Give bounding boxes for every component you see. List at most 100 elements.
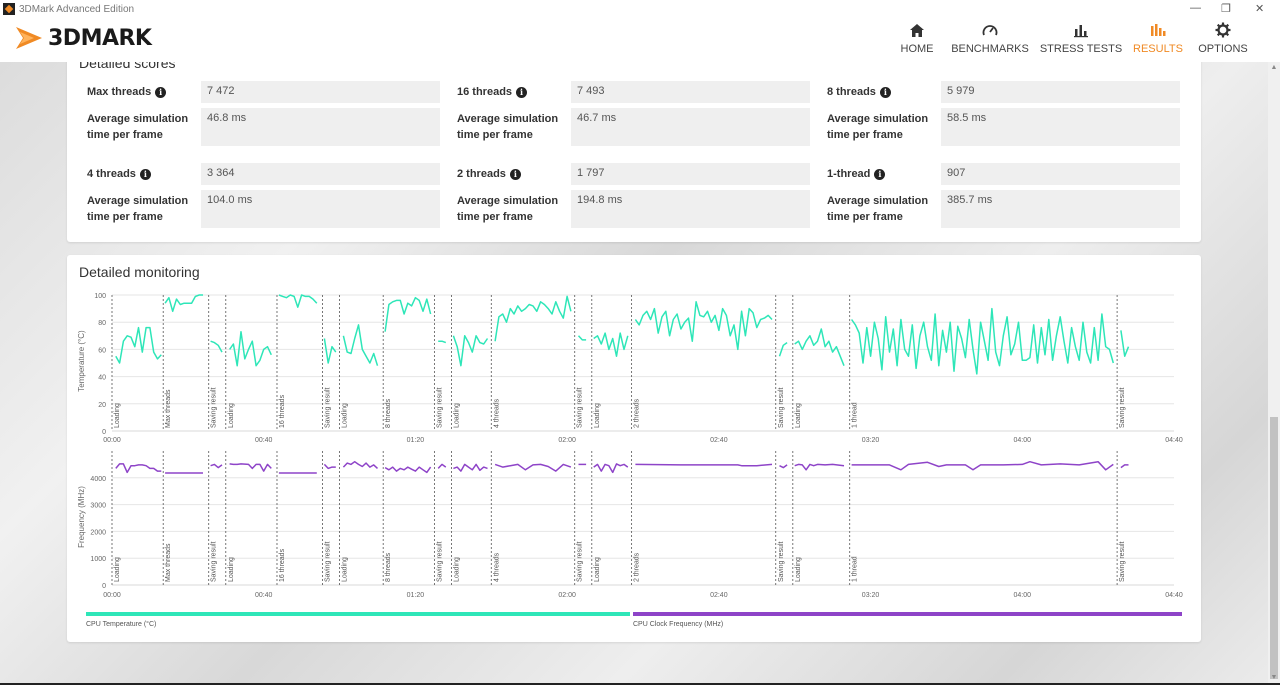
phase-label: Saving result bbox=[1119, 541, 1126, 582]
phase-label: Loading bbox=[114, 403, 121, 428]
scroll-up-icon[interactable]: ▲ bbox=[1270, 64, 1278, 71]
score-label-1-thread: 1-thread i bbox=[827, 166, 886, 182]
frequency-series-line bbox=[229, 463, 272, 472]
temperature-series-line bbox=[115, 326, 162, 364]
temperature-series-line bbox=[323, 338, 337, 364]
temperature-series-line bbox=[438, 340, 447, 344]
logo-mark-icon bbox=[16, 27, 42, 49]
phase-label: Saving result bbox=[436, 541, 443, 582]
sim-label-line2: time per frame bbox=[457, 211, 533, 223]
legend-label-temperature: CPU Temperature (°C) bbox=[86, 620, 156, 628]
restore-icon[interactable]: ❐ bbox=[1221, 3, 1231, 15]
score-label-text: 16 threads bbox=[457, 86, 513, 98]
temperature-series-line bbox=[278, 294, 318, 308]
frequency-series-line bbox=[1120, 464, 1129, 469]
phase-label: Loading bbox=[228, 557, 235, 582]
logo-text: 3DMARK bbox=[48, 25, 152, 51]
page-scrollbar[interactable]: ▲ ▼ bbox=[1268, 62, 1280, 685]
app-icon bbox=[3, 3, 15, 15]
frequency-series-line bbox=[779, 464, 788, 469]
frequency-series-line bbox=[384, 466, 432, 474]
x-tick-label: 00:00 bbox=[103, 592, 121, 599]
results-icon bbox=[1150, 20, 1166, 40]
sim-label-line1: Average simulation bbox=[87, 195, 189, 207]
score-value-1-thread: 907 bbox=[941, 163, 1180, 185]
nav-results[interactable]: RESULTS bbox=[1133, 20, 1183, 55]
score-label-text: 8 threads bbox=[827, 86, 876, 98]
nav-options[interactable]: OPTIONS bbox=[1196, 20, 1250, 55]
temperature-series-line bbox=[384, 296, 432, 332]
phase-label: Loading bbox=[594, 557, 601, 582]
info-icon[interactable]: i bbox=[874, 168, 886, 180]
phase-label: 1 thread bbox=[852, 556, 859, 582]
frequency-chart: 0 1000 2000 3000 4000 Frequency (MHz) 00:00 00:… bbox=[77, 451, 1183, 599]
frequency-series-line bbox=[453, 463, 488, 472]
info-icon[interactable]: i bbox=[879, 86, 891, 98]
phase-label: Loading bbox=[342, 403, 349, 428]
temperature-series-line bbox=[164, 294, 203, 313]
y-tick-label: 20 bbox=[98, 402, 106, 409]
legend-bar-temperature bbox=[86, 612, 630, 616]
sim-value-1-thread: 385.7 ms bbox=[941, 190, 1180, 228]
sim-label-line1: Average simulation bbox=[87, 113, 189, 125]
sim-label-line2: time per frame bbox=[827, 129, 903, 141]
info-icon[interactable]: i bbox=[509, 168, 521, 180]
minimize-icon[interactable]: — bbox=[1190, 2, 1201, 14]
info-icon[interactable]: i bbox=[516, 86, 528, 98]
sim-label-line2: time per frame bbox=[87, 129, 163, 141]
temperature-series-line bbox=[210, 340, 223, 353]
nav-home[interactable]: HOME bbox=[896, 20, 938, 55]
window-title: 3DMark Advanced Edition bbox=[19, 3, 135, 15]
phase-label: 16 threads bbox=[279, 394, 286, 428]
score-label-text: 2 threads bbox=[457, 168, 506, 180]
score-value-2-threads: 1 797 bbox=[571, 163, 810, 185]
sim-label-line2: time per frame bbox=[87, 211, 163, 223]
sim-label-16-threads: Average simulation time per frame bbox=[457, 111, 558, 143]
close-icon[interactable]: ✕ bbox=[1255, 3, 1265, 15]
x-tick-label: 04:00 bbox=[1014, 592, 1032, 599]
nav-benchmarks[interactable]: BENCHMARKS bbox=[950, 20, 1030, 55]
x-tick-label: 04:40 bbox=[1165, 592, 1183, 599]
nav-stress-tests-label: STRESS TESTS bbox=[1039, 43, 1123, 55]
x-tick-label: 03:20 bbox=[862, 592, 880, 599]
phase-label: 8 threads bbox=[385, 552, 392, 582]
phase-label: Max threads bbox=[165, 543, 172, 582]
y-axis-label: Frequency (MHz) bbox=[77, 486, 86, 548]
legend-label-frequency: CPU Clock Frequency (MHz) bbox=[633, 621, 723, 628]
score-label-text: Max threads bbox=[87, 86, 152, 98]
temperature-series-line bbox=[850, 307, 1115, 375]
frequency-series-line bbox=[210, 463, 223, 469]
scrollbar-thumb[interactable] bbox=[1270, 417, 1278, 679]
y-tick-label: 100 bbox=[94, 293, 106, 300]
temperature-series-line bbox=[494, 295, 572, 342]
sim-label-line1: Average simulation bbox=[827, 195, 929, 207]
phase-label: 8 threads bbox=[385, 398, 392, 428]
info-icon[interactable]: i bbox=[139, 168, 151, 180]
phase-label: Loading bbox=[795, 557, 802, 582]
nav-stress-tests[interactable]: STRESS TESTS bbox=[1039, 20, 1123, 55]
phase-label: Saving result bbox=[325, 387, 332, 428]
y-tick-label: 4000 bbox=[90, 476, 106, 483]
3dmark-logo: 3DMARK bbox=[14, 20, 152, 56]
scroll-down-icon[interactable]: ▼ bbox=[1270, 674, 1278, 681]
frequency-series-line bbox=[437, 463, 447, 469]
sim-label-4-threads: Average simulation time per frame bbox=[87, 193, 188, 225]
y-tick-label: 80 bbox=[98, 320, 106, 327]
frequency-series-line bbox=[342, 460, 379, 469]
frequency-series-line bbox=[115, 463, 162, 474]
window-titlebar: 3DMark Advanced Edition — ❐ ✕ bbox=[0, 0, 1280, 18]
monitoring-title: Detailed monitoring bbox=[79, 264, 200, 280]
frequency-series-line bbox=[635, 463, 773, 467]
temperature-chart: 0 20 40 60 80 100 Temperature (°C) 00:00 00:40 01… bbox=[77, 293, 1183, 444]
sim-value-4-threads: 104.0 ms bbox=[201, 190, 440, 228]
frequency-series-line bbox=[593, 463, 629, 474]
frequency-series-line bbox=[794, 463, 845, 471]
sim-label-1-thread: Average simulation time per frame bbox=[827, 193, 928, 225]
detailed-scores-card: Detailed scores Max threads i 7 472 Avera… bbox=[67, 52, 1201, 242]
phase-label: 4 threads bbox=[493, 398, 500, 428]
info-icon[interactable]: i bbox=[155, 86, 167, 98]
phase-label: Loading bbox=[453, 557, 460, 582]
sim-value-16-threads: 46.7 ms bbox=[571, 108, 810, 146]
y-tick-label: 60 bbox=[98, 347, 106, 354]
